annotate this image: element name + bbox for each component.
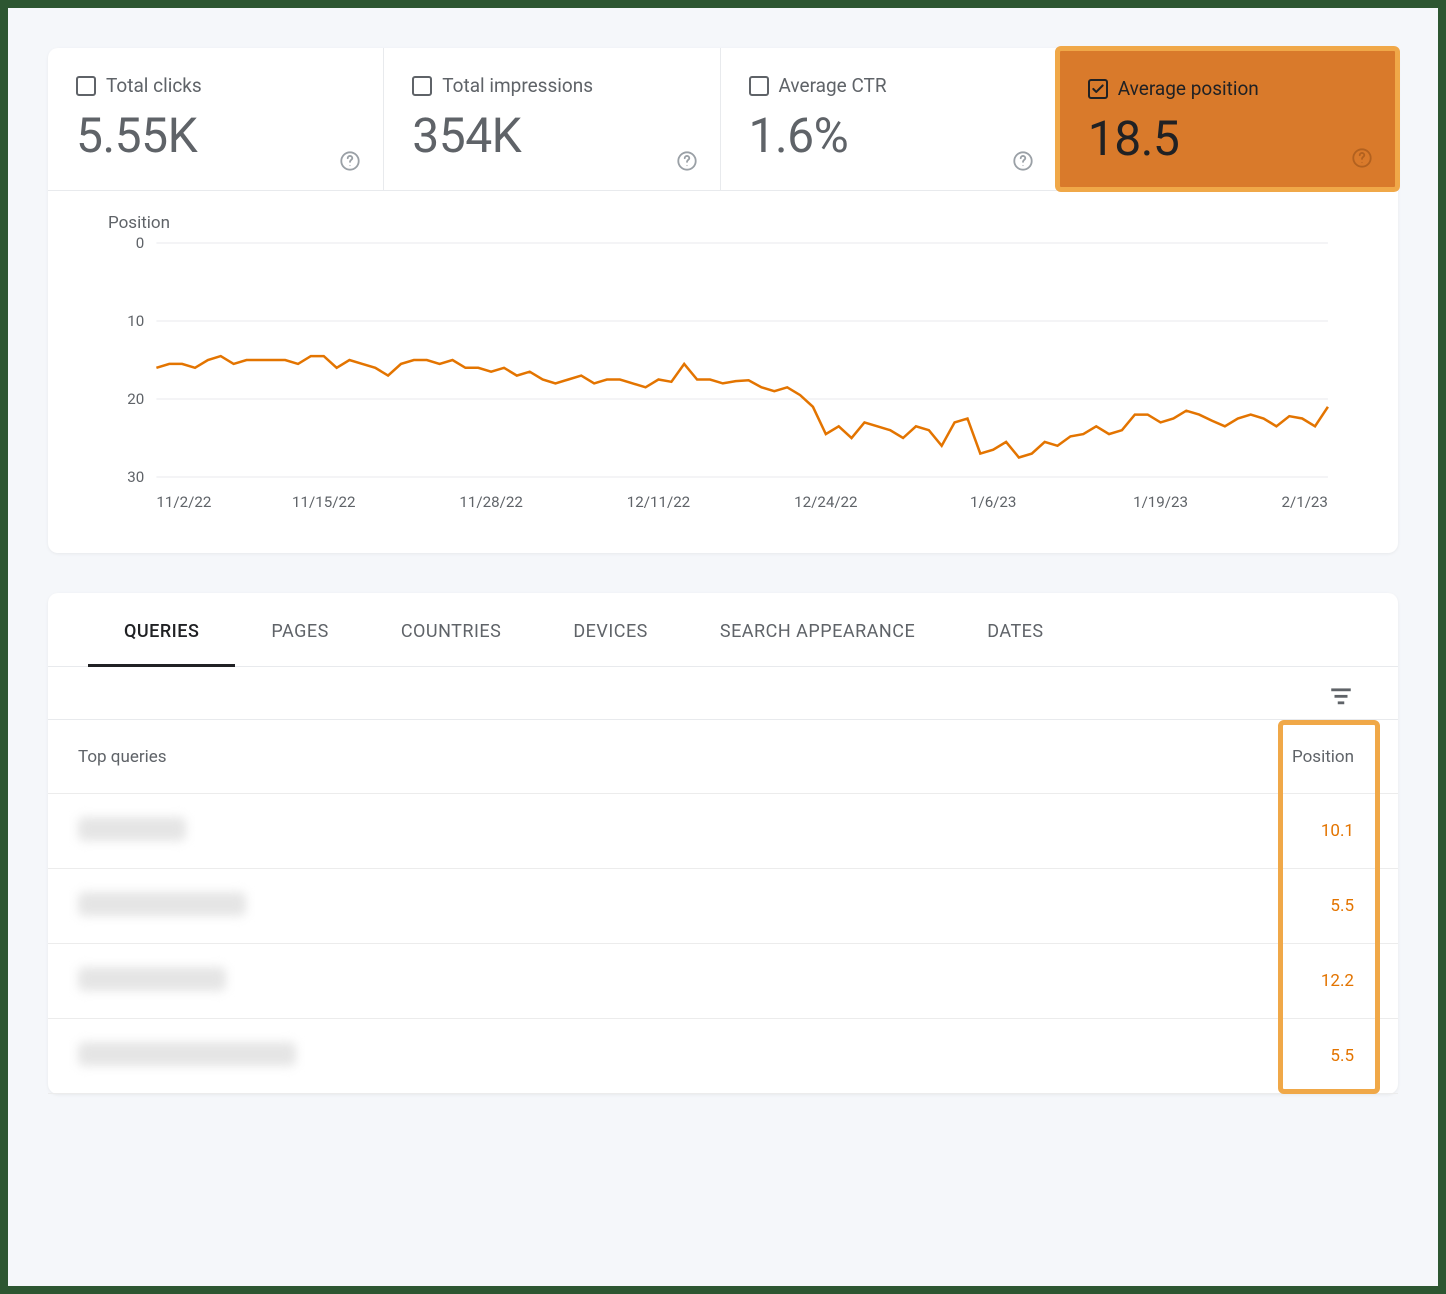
position-cell: 10.1: [1272, 821, 1368, 841]
help-icon[interactable]: [1351, 147, 1373, 169]
tab-search_appearance[interactable]: SEARCH APPEARANCE: [684, 593, 951, 666]
metric-label: Average CTR: [779, 74, 887, 97]
metric-label: Average position: [1118, 77, 1259, 100]
table-header: Top queries Position: [48, 720, 1398, 794]
metric-value: 18.5: [1088, 110, 1367, 167]
svg-text:10: 10: [127, 312, 144, 330]
position-cell: 5.5: [1272, 896, 1368, 916]
help-icon[interactable]: [1012, 150, 1034, 172]
filter-icon[interactable]: [1328, 683, 1354, 709]
checkbox-icon[interactable]: [749, 76, 769, 96]
position-cell: 12.2: [1272, 971, 1368, 991]
metric-value: 354K: [412, 107, 691, 164]
metric-label: Total clicks: [106, 74, 202, 97]
metric-tile-total_impressions[interactable]: Total impressions 354K: [384, 48, 720, 190]
svg-text:0: 0: [136, 237, 145, 252]
tab-dates[interactable]: DATES: [951, 593, 1079, 666]
data-table-card: QUERIESPAGESCOUNTRIESDEVICESSEARCH APPEA…: [48, 593, 1398, 1094]
svg-text:12/11/22: 12/11/22: [627, 493, 690, 511]
checkbox-icon[interactable]: [412, 76, 432, 96]
table-row[interactable]: 12.2: [48, 944, 1398, 1019]
tab-countries[interactable]: COUNTRIES: [365, 593, 538, 666]
svg-text:30: 30: [127, 468, 144, 486]
metrics-row: Total clicks 5.55K Total impressions 354…: [48, 48, 1398, 191]
queries-table: Top queries Position 10.1 5.5 12.2 5.5: [48, 720, 1398, 1094]
position-chart: Position 0 10 20 30 11/2/22 11/15/22 11/28/22 1…: [48, 191, 1398, 553]
query-cell: [78, 817, 1272, 846]
metric-tile-total_clicks[interactable]: Total clicks 5.55K: [48, 48, 384, 190]
chart-y-title: Position: [108, 213, 1338, 233]
metric-value: 1.6%: [749, 107, 1028, 164]
metric-tile-average_ctr[interactable]: Average CTR 1.6%: [721, 48, 1057, 190]
svg-text:12/24/22: 12/24/22: [794, 493, 857, 511]
metric-tile-average_position[interactable]: Average position 18.5: [1055, 46, 1400, 192]
filter-row: [48, 667, 1398, 720]
query-cell: [78, 967, 1272, 996]
metric-value: 5.55K: [76, 107, 355, 164]
svg-text:20: 20: [127, 390, 144, 408]
svg-text:11/2/22: 11/2/22: [156, 493, 211, 511]
table-row[interactable]: 10.1: [48, 794, 1398, 869]
svg-text:1/6/23: 1/6/23: [970, 493, 1016, 511]
svg-text:11/15/22: 11/15/22: [292, 493, 355, 511]
column-header-position: Position: [1272, 747, 1368, 767]
table-row[interactable]: 5.5: [48, 869, 1398, 944]
svg-text:2/1/23: 2/1/23: [1281, 493, 1327, 511]
table-row[interactable]: 5.5: [48, 1019, 1398, 1094]
tab-devices[interactable]: DEVICES: [537, 593, 684, 666]
position-cell: 5.5: [1272, 1046, 1368, 1066]
query-cell: [78, 1042, 1272, 1071]
svg-text:11/28/22: 11/28/22: [459, 493, 522, 511]
column-header-queries: Top queries: [78, 747, 1272, 767]
checkbox-icon[interactable]: [1088, 79, 1108, 99]
help-icon[interactable]: [339, 150, 361, 172]
tab-queries[interactable]: QUERIES: [88, 593, 235, 666]
help-icon[interactable]: [676, 150, 698, 172]
tabs-bar: QUERIESPAGESCOUNTRIESDEVICESSEARCH APPEA…: [48, 593, 1398, 667]
svg-text:1/19/23: 1/19/23: [1133, 493, 1188, 511]
tab-pages[interactable]: PAGES: [235, 593, 364, 666]
metrics-card: Total clicks 5.55K Total impressions 354…: [48, 48, 1398, 553]
query-cell: [78, 892, 1272, 921]
metric-label: Total impressions: [442, 74, 593, 97]
checkbox-icon[interactable]: [76, 76, 96, 96]
